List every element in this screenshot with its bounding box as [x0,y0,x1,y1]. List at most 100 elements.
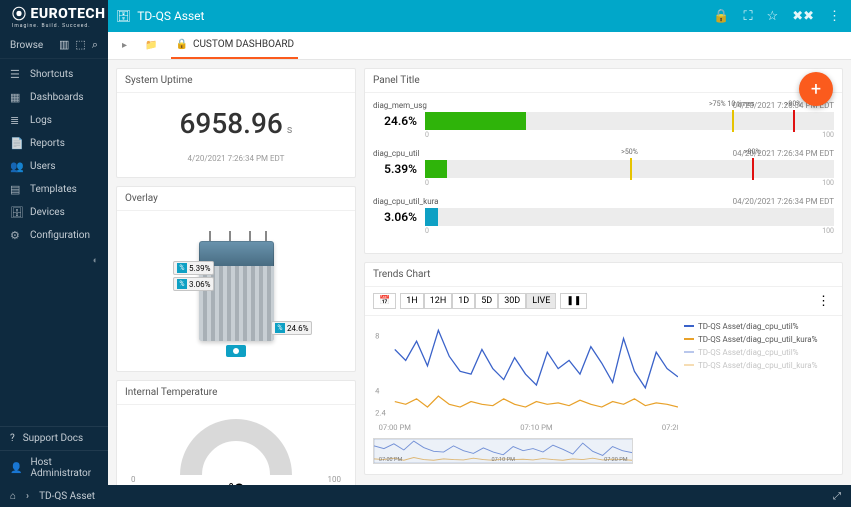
tab-home-icon[interactable]: ▸ [118,32,131,59]
lock-icon[interactable]: 🔒 [713,9,729,24]
star-icon[interactable]: ☆ [767,9,779,24]
support-label: Support Docs [23,433,83,444]
user-icon: 👤 [10,463,22,474]
overlay-badge: %24.6% [271,321,312,335]
tools-icon[interactable]: ✖✖ [792,9,814,24]
sidebar-item-dashboards[interactable]: ▦ Dashboards [0,86,108,109]
sidebar-item-templates[interactable]: ▤ Templates [0,178,108,201]
legend-item[interactable]: TD-QS Asset/diag_cpu_util_kura% [684,335,834,344]
bar-pct: 3.06% [373,210,417,224]
range-30d[interactable]: 30D [498,293,526,309]
help-icon: ? [10,433,15,444]
svg-text:8: 8 [375,332,379,341]
trends-panel: Trends Chart 📅 1H12H1D5D30DLIVE ❚❚ ⋮ 842… [364,262,843,475]
bar-row: diag_cpu_util_kura 04/20/2021 7:26:34 PM … [373,197,834,235]
temperature-title: Internal Temperature [117,381,355,405]
sidebar-item-shortcuts[interactable]: ☰Shortcuts [0,63,108,86]
app-header: ⦿EUROTECH Imagine. Build. Succeed. 🗄 TD-… [0,0,851,32]
svg-text:07:20 PM: 07:20 PM [604,457,628,463]
trends-legend: TD-QS Asset/diag_cpu_util% TD-QS Asset/di… [684,322,834,432]
sidebar-item-reports[interactable]: 📄Reports [0,132,108,155]
sidebar-icon: 📄 [10,137,22,150]
sidebar-item-users[interactable]: 👥Users [0,155,108,178]
left-column: System Uptime 6958.96s 4/20/2021 7:26:34… [116,68,356,485]
overlay-badge: %5.39% [173,261,214,275]
sidebar-icon: ▦ [10,91,22,104]
add-fab-button[interactable]: + [799,72,833,106]
bar-pct: 5.39% [373,162,417,176]
sidebar: Browse ▥ ⬚ ⌕ ☰Shortcuts▦Dashboards≣Logs📄… [0,32,108,485]
sidebar-item-devices[interactable]: 🗄Devices [0,201,108,224]
logo-bullet: ⦿ [12,4,27,24]
logo-tagline: Imagine. Build. Succeed. [12,23,96,29]
range-5d[interactable]: 5D [475,293,498,309]
sidebar-item-label: Templates [30,184,77,195]
bar-name: diag_cpu_util_kura [373,197,439,206]
svg-text:4: 4 [375,387,379,396]
bar-name: diag_mem_usg [373,101,427,110]
sidebar-icon: ⚙ [10,229,22,242]
lock-small-icon: 🔒 [175,39,187,50]
temperature-panel: Internal Temperature 0 100 °C [116,380,356,485]
host-admin-link[interactable]: 👤 Host Administrator [0,450,108,485]
collapse-toggle[interactable]: ◐ [0,251,108,270]
logo: ⦿EUROTECH Imagine. Build. Succeed. [0,0,108,32]
svg-text:07:00 PM: 07:00 PM [379,457,403,463]
sidebar-item-configuration[interactable]: ⚙Configuration [0,224,108,247]
page-title: 🗄 TD-QS Asset [116,9,204,23]
legend-item[interactable]: TD-QS Asset/diag_cpu_util% [684,348,834,357]
svg-text:07:20 PM: 07:20 PM [662,423,678,432]
bars-panel: Panel Title diag_mem_usg04/20/2021 7:26:… [364,68,843,254]
legend-item[interactable]: TD-QS Asset/diag_cpu_util% [684,322,834,331]
pause-button[interactable]: ❚❚ [560,293,587,309]
temperature-unit: °C [125,480,347,485]
range-live[interactable]: LIVE [526,293,556,309]
bar-pct: 24.6% [373,114,417,128]
device-toggle[interactable] [226,345,246,357]
legend-item[interactable]: TD-QS Asset/diag_cpu_util_kura% [684,361,834,370]
support-docs-link[interactable]: ? Support Docs [0,426,108,450]
range-1h[interactable]: 1H [400,293,423,309]
sidebar-item-label: Dashboards [30,92,84,103]
footer-expand-icon[interactable]: ⤢ [833,491,841,502]
trends-overview[interactable]: 07:00 PM 07:10 PM 07:20 PM [373,438,633,464]
uptime-title: System Uptime [117,69,355,93]
range-12h[interactable]: 12H [424,293,453,309]
device-image: %5.39%%3.06%%24.6% [181,231,291,351]
more-icon[interactable]: ⋮ [828,9,841,24]
view-grid-icon[interactable]: ⬚ [75,38,85,52]
home-icon[interactable]: ⌂ [10,491,16,502]
dashboard-panels: System Uptime 6958.96s 4/20/2021 7:26:34… [108,60,851,485]
svg-text:2.4: 2.4 [375,409,386,418]
bar-row: diag_mem_usg04/20/2021 7:26:34 PM EDT 24… [373,101,834,139]
search-icon[interactable]: ⌕ [92,38,98,52]
bar-track: >75% 10 times>90% [425,112,834,130]
page-title-text: TD-QS Asset [137,9,204,23]
svg-text:07:10 PM: 07:10 PM [520,423,552,432]
tab-folder-icon[interactable]: 📁 [141,32,161,59]
content-area: ▸ 📁 🔒 CUSTOM DASHBOARD + System Uptime 6… [108,32,851,485]
sidebar-icon: ☰ [10,68,22,81]
main: Browse ▥ ⬚ ⌕ ☰Shortcuts▦Dashboards≣Logs📄… [0,32,851,485]
bar-timestamp: 04/20/2021 7:26:34 PM EDT [733,197,834,206]
calendar-button[interactable]: 📅 [373,293,396,309]
trends-more-icon[interactable]: ⋮ [813,294,834,309]
fullscreen-icon[interactable]: ⛶ [743,9,752,24]
view-list-icon[interactable]: ▥ [59,38,69,52]
sidebar-item-logs[interactable]: ≣Logs [0,109,108,132]
bar-row: diag_cpu_util04/20/2021 7:26:34 PM EDT 5… [373,149,834,187]
range-1d[interactable]: 1D [452,293,475,309]
bar-track [425,208,834,226]
sidebar-icon: ▤ [10,183,22,196]
trends-chart-svg: 842.407:00 PM07:10 PM07:20 PM [373,322,678,432]
bars-title: Panel Title [365,69,842,93]
breadcrumb-item[interactable]: TD-QS Asset [39,491,95,502]
temp-max: 100 [328,475,342,484]
sidebar-icon: 🗄 [10,206,22,219]
svg-text:07:10 PM: 07:10 PM [492,457,516,463]
sidebar-item-label: Users [30,161,56,172]
temperature-gauge [176,415,296,475]
bar-name: diag_cpu_util [373,149,420,158]
tab-custom-dashboard[interactable]: 🔒 CUSTOM DASHBOARD [171,32,298,59]
bar-track: >50%>80% [425,160,834,178]
